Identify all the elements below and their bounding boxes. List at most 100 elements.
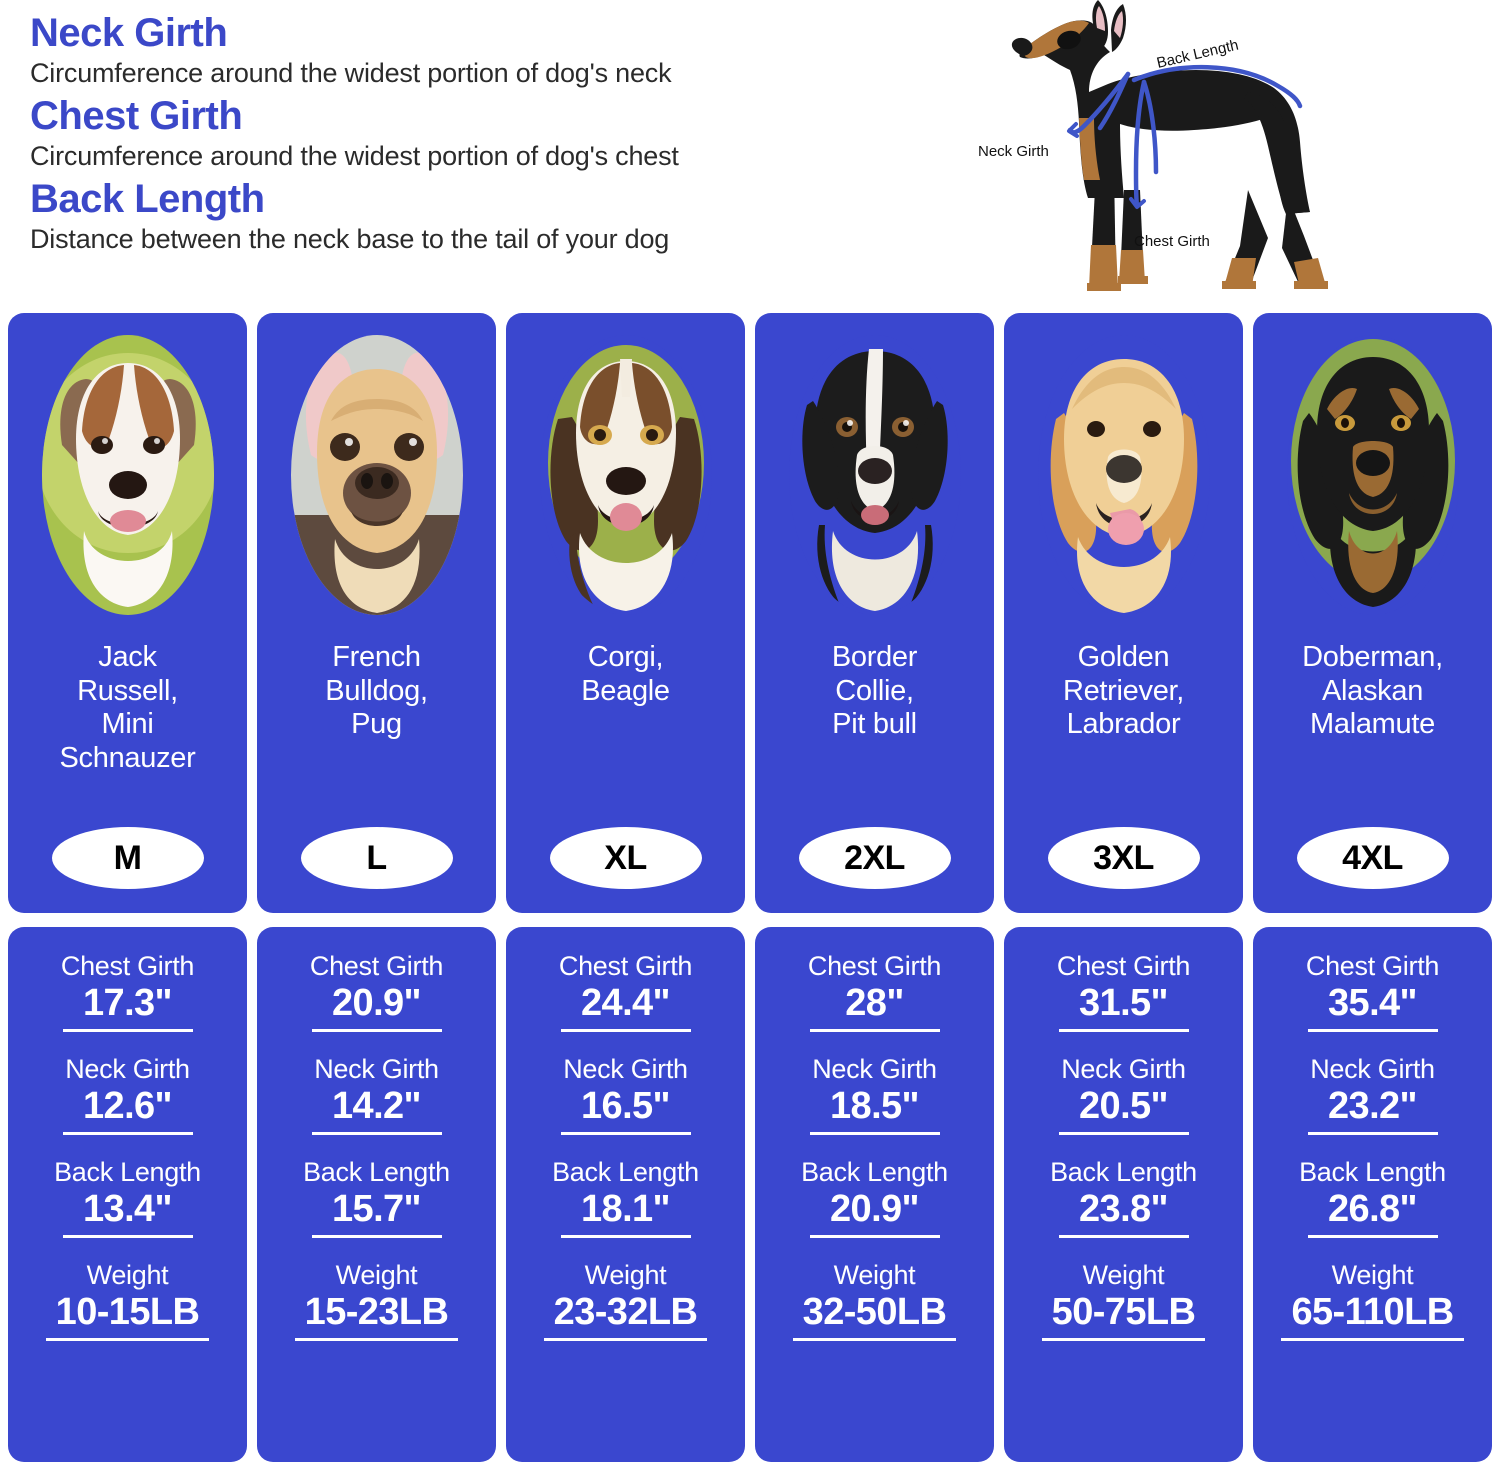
- size-badge-3xl[interactable]: 3XL: [1047, 827, 1200, 889]
- spec-label: Neck Girth: [812, 1053, 937, 1084]
- measurement-card-3xl: Chest Girth 31.5" Neck Girth 20.5" Back …: [1004, 927, 1243, 1462]
- beagle-photo: [539, 335, 712, 615]
- spec-value: 28": [809, 983, 940, 1032]
- spec-value: 20.5": [1058, 1086, 1189, 1135]
- legend-title-neck-girth: Neck Girth: [30, 11, 228, 55]
- spec-chest-girth: Chest Girth 35.4": [1267, 951, 1478, 1032]
- spec-value: 16.5": [560, 1086, 691, 1135]
- spec-weight: Weight 32-50LB: [769, 1260, 980, 1341]
- spec-back-length: Back Length 20.9": [769, 1157, 980, 1238]
- spec-value: 23.8": [1058, 1189, 1189, 1238]
- spec-weight: Weight 23-32LB: [520, 1260, 731, 1341]
- measurement-card-l: Chest Girth 20.9" Neck Girth 14.2" Back …: [257, 927, 496, 1462]
- spec-value: 35.4": [1307, 983, 1438, 1032]
- size-badge-4xl[interactable]: 4XL: [1296, 827, 1449, 889]
- measurement-card-row: Chest Girth 17.3" Neck Girth 12.6" Back …: [8, 927, 1492, 1462]
- spec-chest-girth: Chest Girth 28": [769, 951, 980, 1032]
- measurement-card-xl: Chest Girth 24.4" Neck Girth 16.5" Back …: [506, 927, 745, 1462]
- spec-weight: Weight 10-15LB: [22, 1260, 233, 1341]
- spec-label: Chest Girth: [1305, 951, 1440, 981]
- spec-label: Weight: [833, 1259, 916, 1290]
- spec-value: 20.9": [311, 983, 442, 1032]
- measurement-card-m: Chest Girth 17.3" Neck Girth 12.6" Back …: [8, 927, 247, 1462]
- spec-label: Neck Girth: [1061, 1053, 1186, 1084]
- spec-chest-girth: Chest Girth 24.4": [520, 951, 731, 1032]
- spec-value: 13.4": [62, 1189, 193, 1238]
- spec-value: 18.1": [560, 1189, 691, 1238]
- breed-card-3xl[interactable]: Golden Retriever, Labrador 3XL: [1004, 313, 1243, 913]
- spec-label: Back Length: [1050, 1156, 1197, 1187]
- size-badge-2xl[interactable]: 2XL: [798, 827, 951, 889]
- golden-retriever-photo: [1037, 335, 1210, 615]
- spec-weight: Weight 15-23LB: [271, 1260, 482, 1341]
- spec-chest-girth: Chest Girth 17.3": [22, 951, 233, 1032]
- spec-neck-girth: Neck Girth 12.6": [22, 1054, 233, 1135]
- doberman-photo: [1286, 335, 1459, 615]
- spec-value: 23-32LB: [543, 1292, 708, 1341]
- breed-card-4xl[interactable]: Doberman, Alaskan Malamute 4XL: [1253, 313, 1492, 913]
- spec-value: 23.2": [1307, 1086, 1438, 1135]
- legend-desc-chest-girth: Circumference around the widest portion …: [30, 141, 679, 172]
- spec-back-length: Back Length 15.7": [271, 1157, 482, 1238]
- spec-value: 31.5": [1058, 983, 1189, 1032]
- legend-desc-neck-girth: Circumference around the widest portion …: [30, 58, 672, 89]
- spec-label: Back Length: [552, 1156, 699, 1187]
- size-badge-xl[interactable]: XL: [549, 827, 702, 889]
- spec-value: 15.7": [311, 1189, 442, 1238]
- spec-label: Chest Girth: [309, 951, 444, 981]
- spec-value: 15-23LB: [294, 1292, 459, 1341]
- breed-name: Golden Retriever, Labrador: [1062, 641, 1185, 741]
- spec-label: Back Length: [1299, 1156, 1446, 1187]
- size-badge-m[interactable]: M: [51, 827, 204, 889]
- spec-label: Back Length: [303, 1156, 450, 1187]
- legend-item-chest-girth: Chest Girth Circumference around the wid…: [30, 93, 930, 174]
- size-badge-l[interactable]: L: [300, 827, 453, 889]
- spec-chest-girth: Chest Girth 20.9": [271, 951, 482, 1032]
- border-collie-photo: [788, 335, 961, 615]
- french-bulldog-photo: [290, 335, 463, 615]
- measurement-legend: Neck Girth Circumference around the wide…: [30, 10, 930, 259]
- spec-label: Weight: [1331, 1259, 1414, 1290]
- spec-label: Chest Girth: [60, 951, 195, 981]
- spec-value: 24.4": [560, 983, 691, 1032]
- spec-back-length: Back Length 26.8": [1267, 1157, 1478, 1238]
- dog-legs-tan: [1087, 170, 1328, 291]
- dog-diagram: Neck Girth Chest Girth Back Length: [948, 0, 1488, 300]
- spec-value: 18.5": [809, 1086, 940, 1135]
- spec-back-length: Back Length 13.4": [22, 1157, 233, 1238]
- breed-card-l[interactable]: French Bulldog, Pug L: [257, 313, 496, 913]
- legend-item-back-length: Back Length Distance between the neck ba…: [30, 176, 930, 257]
- legend-item-neck-girth: Neck Girth Circumference around the wide…: [30, 10, 930, 91]
- spec-label: Chest Girth: [558, 951, 693, 981]
- measurement-card-2xl: Chest Girth 28" Neck Girth 18.5" Back Le…: [755, 927, 994, 1462]
- spec-value: 50-75LB: [1041, 1292, 1206, 1341]
- spec-label: Chest Girth: [807, 951, 942, 981]
- spec-label: Neck Girth: [563, 1053, 688, 1084]
- breed-name: Corgi, Beagle: [581, 641, 670, 707]
- legend-title-chest-girth: Chest Girth: [30, 93, 243, 138]
- spec-label: Back Length: [54, 1156, 201, 1187]
- spec-label: Chest Girth: [1056, 951, 1191, 981]
- breed-card-m[interactable]: Jack Russell, Mini Schnauzer M: [8, 313, 247, 913]
- spec-neck-girth: Neck Girth 18.5": [769, 1054, 980, 1135]
- measurement-card-4xl: Chest Girth 35.4" Neck Girth 23.2" Back …: [1253, 927, 1492, 1462]
- spec-back-length: Back Length 23.8": [1018, 1157, 1229, 1238]
- breed-name: Jack Russell, Mini Schnauzer: [59, 641, 196, 774]
- breed-name: Doberman, Alaskan Malamute: [1302, 641, 1443, 741]
- spec-neck-girth: Neck Girth 14.2": [271, 1054, 482, 1135]
- spec-label: Weight: [86, 1259, 169, 1290]
- legend-desc-back-length: Distance between the neck base to the ta…: [30, 224, 670, 255]
- breed-card-xl[interactable]: Corgi, Beagle XL: [506, 313, 745, 913]
- spec-value: 32-50LB: [792, 1292, 957, 1341]
- spec-neck-girth: Neck Girth 20.5": [1018, 1054, 1229, 1135]
- legend-title-back-length: Back Length: [30, 176, 265, 221]
- breed-card-row: Jack Russell, Mini Schnauzer M: [8, 313, 1492, 913]
- spec-value: 20.9": [809, 1189, 940, 1238]
- spec-label: Neck Girth: [1310, 1053, 1435, 1084]
- spec-weight: Weight 65-110LB: [1267, 1260, 1478, 1341]
- spec-label: Weight: [1082, 1259, 1165, 1290]
- dog-body: [1011, 0, 1310, 214]
- breed-card-2xl[interactable]: Border Collie, Pit bull 2XL: [755, 313, 994, 913]
- spec-label: Weight: [335, 1259, 418, 1290]
